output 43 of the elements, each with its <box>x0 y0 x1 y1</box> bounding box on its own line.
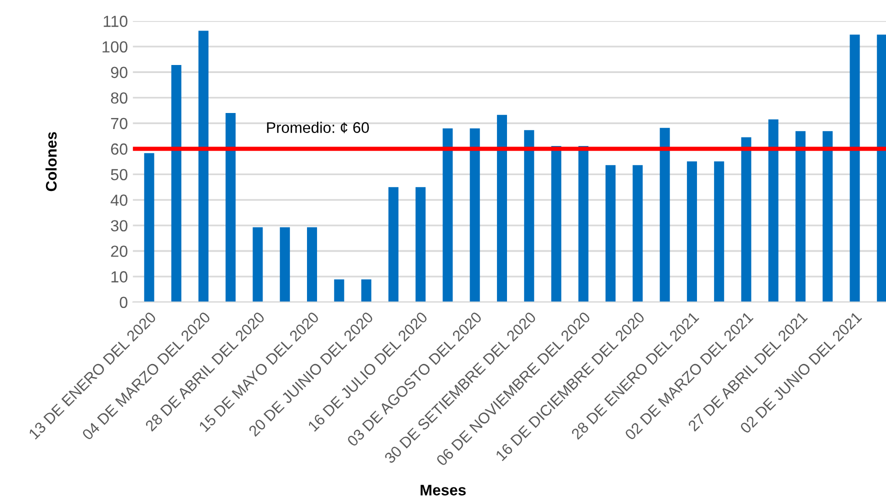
bar <box>741 137 752 302</box>
bar <box>334 279 344 302</box>
ref-line-label: Promedio: ¢ 60 <box>267 122 369 134</box>
bar <box>226 113 236 302</box>
y-tick-label: 90 <box>111 66 128 78</box>
bar <box>714 161 724 302</box>
y-tick-label: 30 <box>110 220 128 232</box>
bar <box>822 131 833 302</box>
bar <box>171 64 182 302</box>
y-tick-label: 80 <box>110 92 128 104</box>
y-tick-label: 110 <box>104 16 128 27</box>
bar <box>388 187 398 302</box>
bar <box>280 227 290 302</box>
bar <box>361 279 372 302</box>
bar <box>306 227 318 302</box>
x-axis-title: Meses <box>420 484 466 496</box>
bar <box>416 187 426 302</box>
y-tick-label: 70 <box>111 118 128 130</box>
bar <box>606 165 616 302</box>
bar <box>660 128 670 302</box>
bar <box>524 130 534 302</box>
bar <box>632 165 643 302</box>
bar <box>470 128 480 302</box>
bar <box>768 119 778 302</box>
y-tick-label: 10 <box>111 271 128 282</box>
bar <box>795 131 806 302</box>
bar <box>496 114 508 302</box>
bar <box>850 34 860 302</box>
y-tick-label: 60 <box>111 143 128 155</box>
bar <box>686 161 697 302</box>
y-tick-label: 0 <box>120 296 128 308</box>
bar <box>144 153 154 302</box>
y-tick-label: 100 <box>102 41 128 53</box>
bar <box>442 128 453 302</box>
bar <box>876 34 886 302</box>
y-axis-title: Colones <box>45 132 57 192</box>
bar <box>252 227 263 302</box>
bar <box>551 146 562 302</box>
y-tick-label: 40 <box>110 194 128 206</box>
y-tick-label: 20 <box>111 246 128 257</box>
bar <box>578 146 588 302</box>
y-tick-label: 50 <box>110 168 128 180</box>
bar <box>198 30 208 302</box>
